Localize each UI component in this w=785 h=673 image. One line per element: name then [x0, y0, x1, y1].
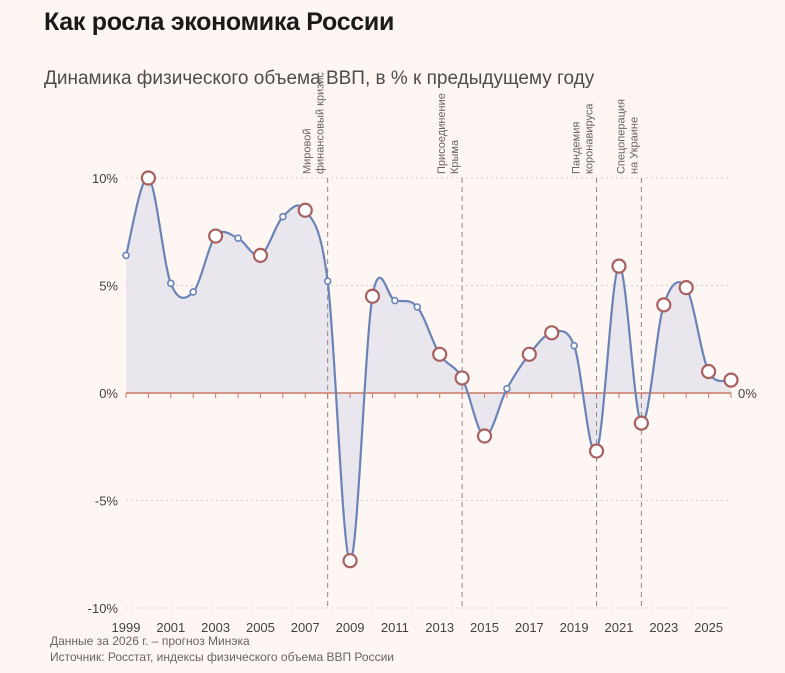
- data-point: [570, 341, 578, 350]
- area-fill: [126, 177, 731, 561]
- data-point-highlight: [364, 288, 381, 304]
- y-tick-label: -10%: [88, 601, 119, 616]
- data-point-highlight: [476, 428, 493, 444]
- data-point: [323, 277, 332, 286]
- x-tick-label: 2001: [156, 620, 185, 635]
- event-label: на Украине: [628, 117, 640, 174]
- event-label: Присоединение: [436, 93, 448, 174]
- data-point-highlight: [700, 363, 717, 380]
- event-markers: Мировой финансовый кризис Присоединение Кры…: [302, 72, 642, 608]
- data-point: [167, 279, 175, 288]
- data-point-highlight: [208, 228, 224, 244]
- data-point-highlight: [252, 247, 269, 263]
- data-point: [189, 288, 198, 296]
- y-tick-label: 10%: [92, 171, 118, 186]
- x-tick-label: 2021: [605, 620, 634, 635]
- data-point-highlight: [611, 258, 627, 274]
- chart-subtitle: Динамика физического объема ВВП, в % к п…: [44, 68, 595, 89]
- x-tick-label: 2009: [336, 620, 365, 635]
- footnote-forecast: Данные за 2026 г. – прогноз Минэка: [50, 634, 250, 648]
- x-tick-label: 2013: [425, 620, 454, 635]
- data-point-highlight: [342, 553, 358, 569]
- data-point: [503, 384, 511, 393]
- x-tick-label: 2015: [470, 620, 499, 635]
- data-point: [391, 296, 399, 305]
- event-label: Крыма: [449, 139, 461, 174]
- data-point-highlight: [656, 297, 672, 313]
- y-tick-label: 5%: [99, 279, 118, 294]
- chart-title: Как росла экономика России: [44, 8, 395, 36]
- event-label: финансовый кризис: [315, 72, 327, 174]
- data-point-highlight: [454, 370, 470, 386]
- event-label: Спецоперация: [615, 99, 627, 174]
- x-tick-label: 2023: [649, 620, 678, 635]
- data-point-highlight: [678, 280, 694, 296]
- x-axis-ticks: 1999 2001 2003 2005 2007 2009 2011 2013 2015 2017…: [112, 393, 732, 635]
- data-point-highlight: [588, 443, 605, 459]
- data-point-highlight: [297, 202, 313, 218]
- data-point-highlight: [521, 346, 537, 362]
- event-label: коронавируса: [584, 103, 596, 174]
- x-tick-label: 2007: [291, 620, 320, 635]
- x-tick-label: 2019: [560, 620, 589, 635]
- data-point-highlight: [633, 415, 649, 431]
- zero-label: 0%: [738, 386, 757, 401]
- data-point: [279, 212, 287, 221]
- data-point: [413, 303, 422, 311]
- zero-line: 0%: [126, 386, 757, 401]
- data-point-highlight: [140, 170, 157, 186]
- x-tick-label: 2003: [201, 620, 230, 635]
- data-point-highlight: [723, 372, 739, 388]
- data-point-highlight: [432, 346, 448, 362]
- y-tick-label: -5%: [95, 494, 119, 509]
- footnote-source: Источник: Росстат, индексы физического о…: [50, 650, 394, 664]
- x-tick-label: 2017: [515, 620, 544, 635]
- event-label: Пандемия: [571, 122, 583, 174]
- x-tick-label: 2025: [694, 620, 723, 635]
- event-label: Мировой: [302, 128, 314, 174]
- y-axis-ticks: 10% 5% 0% -5% -10%: [88, 171, 119, 616]
- data-point-highlight: [544, 325, 560, 341]
- data-point: [234, 234, 242, 242]
- x-tick-label: 2005: [246, 620, 275, 635]
- data-points: [122, 170, 739, 569]
- area-path: [126, 177, 731, 561]
- y-tick-label: 0%: [99, 386, 118, 401]
- data-point: [122, 251, 130, 260]
- x-tick-label: 1999: [112, 620, 141, 635]
- x-tick-label: 2011: [381, 620, 409, 635]
